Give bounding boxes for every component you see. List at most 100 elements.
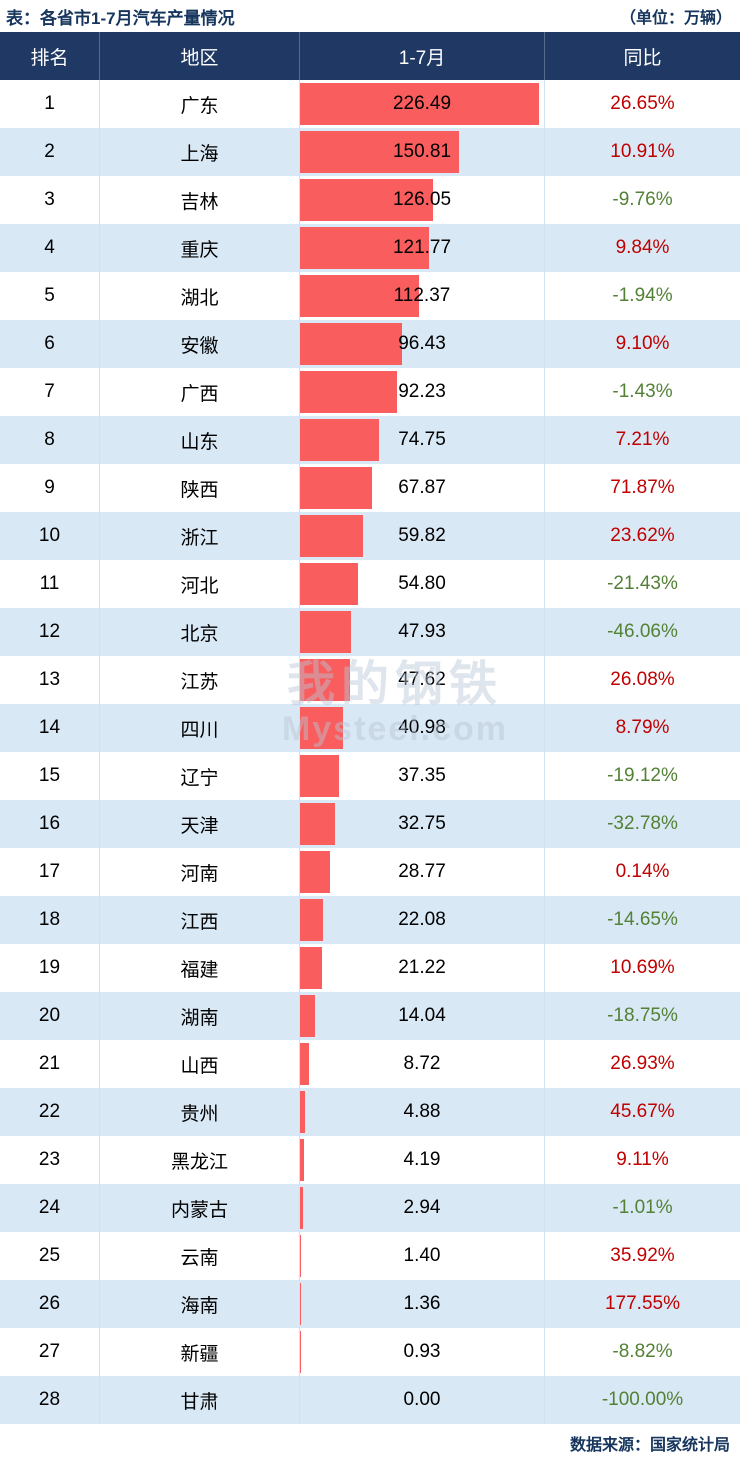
yoy-cell: 45.67% xyxy=(610,1101,675,1122)
value-bar xyxy=(300,1331,301,1373)
title-bar: 表：各省市1-7月汽车产量情况 （单位：万辆） xyxy=(0,0,740,32)
value-cell: 4.88 xyxy=(300,1088,545,1136)
yoy-cell: 8.79% xyxy=(615,717,670,738)
header-yoy: 同比 xyxy=(623,47,662,69)
table-row: 25 云南 1.40 35.92% xyxy=(0,1232,740,1280)
header-period: 1-7月 xyxy=(300,32,545,80)
table-row: 22 贵州 4.88 45.67% xyxy=(0,1088,740,1136)
value-bar xyxy=(300,707,344,749)
table-row: 24 内蒙古 2.94 -1.01% xyxy=(0,1184,740,1232)
value-cell: 1.40 xyxy=(300,1232,545,1280)
region-cell: 重庆 xyxy=(100,224,300,272)
rank-cell: 27 xyxy=(0,1328,100,1376)
region-cell: 甘肃 xyxy=(100,1376,300,1424)
region-cell: 江苏 xyxy=(100,656,300,704)
value-label: 96.43 xyxy=(398,333,446,354)
rank-cell: 15 xyxy=(0,752,100,800)
table-row: 9 陕西 67.87 71.87% xyxy=(0,464,740,512)
value-bar xyxy=(300,1043,310,1085)
value-cell: 14.04 xyxy=(300,992,545,1040)
table-row: 3 吉林 126.05 -9.76% xyxy=(0,176,740,224)
production-table: 排名 地区 1-7月 同比 1 广东 226.49 26.65% 2 上海 150.81 10… xyxy=(0,32,740,1424)
yoy-cell: 26.08% xyxy=(610,669,675,690)
value-cell: 150.81 xyxy=(300,128,545,176)
yoy-cell: 9.84% xyxy=(615,237,670,258)
table-body: 1 广东 226.49 26.65% 2 上海 150.81 10.91% 3 吉林 126.05 -… xyxy=(0,80,740,1424)
value-cell: 126.05 xyxy=(300,176,545,224)
yoy-cell: -21.43% xyxy=(607,573,678,594)
value-bar xyxy=(300,515,364,557)
value-cell: 92.23 xyxy=(300,368,545,416)
region-cell: 陕西 xyxy=(100,464,300,512)
yoy-cell: -9.76% xyxy=(612,189,673,210)
table-row: 11 河北 54.80 -21.43% xyxy=(0,560,740,608)
yoy-cell: 7.21% xyxy=(615,429,670,450)
table-row: 28 甘肃 0.00 -100.00% xyxy=(0,1376,740,1424)
rank-cell: 24 xyxy=(0,1184,100,1232)
region-cell: 湖北 xyxy=(100,272,300,320)
rank-cell: 12 xyxy=(0,608,100,656)
value-cell: 0.00 xyxy=(300,1376,545,1424)
value-cell: 8.72 xyxy=(300,1040,545,1088)
yoy-cell: 71.87% xyxy=(610,477,675,498)
value-cell: 226.49 xyxy=(300,80,545,128)
rank-cell: 2 xyxy=(0,128,100,176)
value-bar xyxy=(300,611,351,653)
value-bar xyxy=(300,659,351,701)
value-cell: 21.22 xyxy=(300,944,545,992)
value-label: 8.72 xyxy=(403,1053,441,1074)
region-cell: 江西 xyxy=(100,896,300,944)
value-label: 21.22 xyxy=(398,957,446,978)
rank-cell: 22 xyxy=(0,1088,100,1136)
value-bar xyxy=(300,995,315,1037)
region-cell: 山东 xyxy=(100,416,300,464)
yoy-cell: 26.65% xyxy=(610,93,675,114)
table-row: 2 上海 150.81 10.91% xyxy=(0,128,740,176)
value-label: 47.62 xyxy=(398,669,446,690)
value-bar xyxy=(300,419,379,461)
value-bar xyxy=(300,323,402,365)
value-label: 121.77 xyxy=(392,237,452,258)
yoy-cell: -18.75% xyxy=(607,1005,678,1026)
table-row: 14 四川 40.98 8.79% xyxy=(0,704,740,752)
footer-bar: 数据来源：国家统计局 xyxy=(0,1424,740,1461)
yoy-cell: -1.43% xyxy=(612,381,673,402)
table-row: 12 北京 47.93 -46.06% xyxy=(0,608,740,656)
rank-cell: 7 xyxy=(0,368,100,416)
value-cell: 47.93 xyxy=(300,608,545,656)
value-cell: 1.36 xyxy=(300,1280,545,1328)
unit-label: （单位：万辆） xyxy=(619,10,732,27)
table-row: 10 浙江 59.82 23.62% xyxy=(0,512,740,560)
region-cell: 贵州 xyxy=(100,1088,300,1136)
value-cell: 54.80 xyxy=(300,560,545,608)
rank-cell: 13 xyxy=(0,656,100,704)
value-bar xyxy=(300,227,429,269)
value-bar xyxy=(300,1235,302,1277)
value-cell: 40.98 xyxy=(300,704,545,752)
value-bar xyxy=(300,1091,306,1133)
yoy-cell: -14.65% xyxy=(607,909,678,930)
value-label: 28.77 xyxy=(398,861,446,882)
rank-cell: 11 xyxy=(0,560,100,608)
value-bar xyxy=(300,371,398,413)
table-row: 15 辽宁 37.35 -19.12% xyxy=(0,752,740,800)
value-label: 67.87 xyxy=(398,477,446,498)
region-cell: 云南 xyxy=(100,1232,300,1280)
rank-cell: 14 xyxy=(0,704,100,752)
rank-cell: 20 xyxy=(0,992,100,1040)
value-bar xyxy=(300,851,331,893)
value-label: 112.37 xyxy=(393,285,451,306)
region-cell: 上海 xyxy=(100,128,300,176)
rank-cell: 10 xyxy=(0,512,100,560)
value-label: 40.98 xyxy=(398,717,446,738)
value-label: 22.08 xyxy=(398,909,446,930)
rank-cell: 21 xyxy=(0,1040,100,1088)
value-label: 54.80 xyxy=(398,573,446,594)
region-cell: 河南 xyxy=(100,848,300,896)
yoy-cell: 9.11% xyxy=(616,1149,669,1170)
table-row: 4 重庆 121.77 9.84% xyxy=(0,224,740,272)
value-label: 32.75 xyxy=(398,813,446,834)
value-cell: 74.75 xyxy=(300,416,545,464)
yoy-cell: 0.14% xyxy=(615,861,670,882)
value-cell: 96.43 xyxy=(300,320,545,368)
